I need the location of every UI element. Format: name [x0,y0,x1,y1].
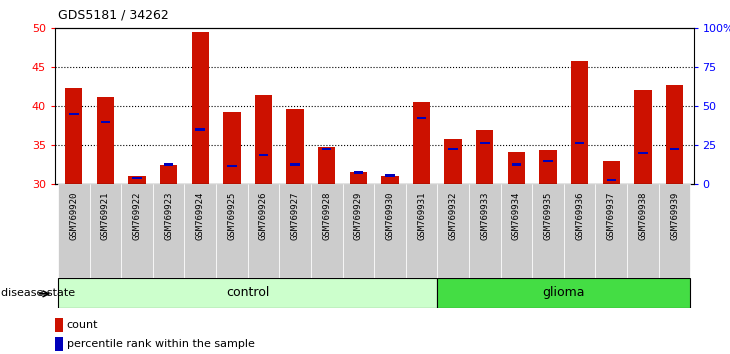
Bar [223,112,240,184]
Bar [406,184,437,278]
Bar [469,184,501,278]
Bar [638,152,648,154]
Bar [96,97,114,184]
Bar [255,95,272,184]
Bar [385,174,395,177]
Bar [65,88,82,184]
Bar [258,154,268,156]
Bar [627,184,658,278]
Text: count: count [67,320,99,330]
Bar [121,184,153,278]
Bar [216,184,247,278]
Bar [602,161,620,184]
Bar [191,32,209,184]
Bar [55,318,63,332]
Bar [132,177,142,179]
Bar [69,113,79,115]
Text: control: control [226,286,269,299]
Bar [508,152,525,184]
Bar [160,165,177,184]
Bar [596,184,627,278]
Text: GSM769938: GSM769938 [639,192,648,240]
Text: GSM769937: GSM769937 [607,192,616,240]
Text: GSM769924: GSM769924 [196,192,204,240]
Bar [539,150,557,184]
Bar [374,184,406,278]
Bar [413,102,430,184]
Bar [532,184,564,278]
Bar [437,184,469,278]
Bar [342,184,374,278]
Bar [311,184,342,278]
Text: GSM769934: GSM769934 [512,192,521,240]
Bar [247,184,280,278]
Bar [512,164,521,166]
Bar [90,184,121,278]
Bar [543,160,553,162]
Bar [669,148,680,150]
Bar [476,130,493,184]
Bar [291,164,300,166]
Bar [164,164,173,166]
Bar [448,148,458,150]
Bar [55,337,63,351]
Text: GSM769921: GSM769921 [101,192,110,240]
Text: GSM769930: GSM769930 [385,192,394,240]
Bar [634,90,652,184]
Bar [564,184,596,278]
Text: percentile rank within the sample: percentile rank within the sample [67,339,255,349]
Text: GSM769926: GSM769926 [259,192,268,240]
Bar [101,121,110,123]
Text: GSM769925: GSM769925 [227,192,237,240]
Bar [58,278,437,308]
Bar [571,61,588,184]
Bar [318,148,335,184]
Bar [280,184,311,278]
Text: GSM769932: GSM769932 [449,192,458,240]
Bar [417,117,426,119]
Bar [353,171,363,173]
Text: GSM769935: GSM769935 [544,192,553,240]
Bar [501,184,532,278]
Bar [445,139,462,184]
Bar [227,165,237,167]
Text: GSM769931: GSM769931 [417,192,426,240]
Bar [350,172,367,184]
Bar [322,148,331,150]
Bar [128,176,146,184]
Bar [381,176,399,184]
Text: GSM769922: GSM769922 [132,192,142,240]
Bar [153,184,185,278]
Text: GSM769927: GSM769927 [291,192,299,240]
Text: GSM769936: GSM769936 [575,192,584,240]
Text: glioma: glioma [542,286,585,299]
Text: GSM769933: GSM769933 [480,192,489,240]
Bar [666,85,683,184]
Text: GSM769928: GSM769928 [322,192,331,240]
Bar [286,109,304,184]
Bar [185,184,216,278]
Text: GSM769939: GSM769939 [670,192,679,240]
Bar [658,184,691,278]
Text: GSM769929: GSM769929 [354,192,363,240]
Bar [480,142,490,144]
Bar [607,179,616,181]
Text: GDS5181 / 34262: GDS5181 / 34262 [58,9,169,22]
Text: disease state: disease state [1,288,76,298]
Bar [196,129,205,131]
Bar [575,142,585,144]
Text: GSM769923: GSM769923 [164,192,173,240]
Bar [437,278,691,308]
Text: GSM769920: GSM769920 [69,192,78,240]
Bar [58,184,90,278]
